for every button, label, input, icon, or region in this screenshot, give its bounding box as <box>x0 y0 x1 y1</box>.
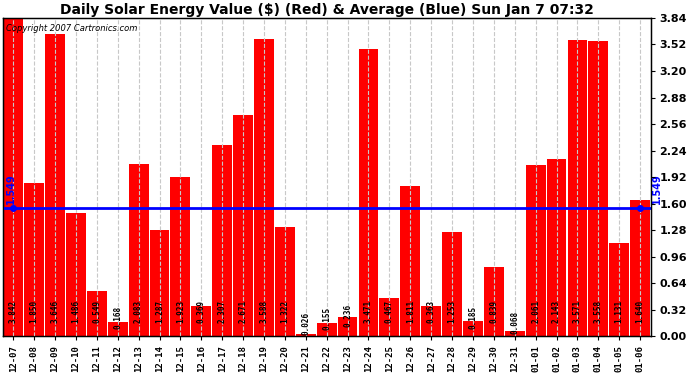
Bar <box>45 34 65 336</box>
Text: 1.287: 1.287 <box>155 300 164 323</box>
Text: 1.131: 1.131 <box>615 300 624 323</box>
Text: 1.923: 1.923 <box>176 300 185 323</box>
Text: 1.811: 1.811 <box>406 300 415 323</box>
Text: 1.640: 1.640 <box>635 300 644 323</box>
Text: 1.549: 1.549 <box>6 173 16 204</box>
Text: 1.549: 1.549 <box>651 173 662 204</box>
Bar <box>170 177 190 336</box>
Bar <box>463 321 483 336</box>
Text: 3.571: 3.571 <box>573 300 582 323</box>
Bar <box>630 200 650 336</box>
Title: Daily Solar Energy Value ($) (Red) & Average (Blue) Sun Jan 7 07:32: Daily Solar Energy Value ($) (Red) & Ave… <box>60 3 593 17</box>
Text: 0.549: 0.549 <box>92 300 101 323</box>
Text: 0.026: 0.026 <box>302 312 310 335</box>
Text: 3.471: 3.471 <box>364 300 373 323</box>
Bar <box>442 232 462 336</box>
Bar <box>526 165 546 336</box>
Text: 0.839: 0.839 <box>489 300 498 323</box>
Text: 0.068: 0.068 <box>510 310 520 333</box>
Bar <box>233 115 253 336</box>
Text: 1.322: 1.322 <box>280 300 289 323</box>
Bar <box>317 324 337 336</box>
Text: Copyright 2007 Cartronics.com: Copyright 2007 Cartronics.com <box>6 24 137 33</box>
Text: 3.646: 3.646 <box>50 300 59 323</box>
Text: 0.185: 0.185 <box>469 306 477 328</box>
Bar <box>546 159 566 336</box>
Text: 2.143: 2.143 <box>552 300 561 323</box>
Bar <box>87 291 107 336</box>
Bar <box>3 18 23 336</box>
Text: 3.842: 3.842 <box>9 300 18 323</box>
Bar <box>296 334 316 336</box>
Text: 2.671: 2.671 <box>239 300 248 323</box>
Bar <box>359 48 378 336</box>
Bar <box>128 164 148 336</box>
Text: 2.083: 2.083 <box>134 300 143 323</box>
Text: 1.850: 1.850 <box>30 300 39 323</box>
Bar <box>275 227 295 336</box>
Bar <box>505 331 524 336</box>
Text: 0.155: 0.155 <box>322 307 331 330</box>
Bar <box>254 39 274 336</box>
Bar <box>400 186 420 336</box>
Bar <box>66 213 86 336</box>
Text: 3.588: 3.588 <box>259 300 268 323</box>
Bar <box>108 322 128 336</box>
Text: 0.236: 0.236 <box>343 303 352 327</box>
Bar <box>337 317 357 336</box>
Text: 0.369: 0.369 <box>197 300 206 323</box>
Text: 0.363: 0.363 <box>426 300 435 323</box>
Bar <box>380 298 400 336</box>
Text: 2.061: 2.061 <box>531 300 540 323</box>
Bar <box>150 230 170 336</box>
Bar <box>24 183 44 336</box>
Text: 1.253: 1.253 <box>448 300 457 323</box>
Text: 3.558: 3.558 <box>594 300 603 323</box>
Bar <box>191 306 211 336</box>
Bar <box>213 145 232 336</box>
Text: 0.467: 0.467 <box>385 300 394 323</box>
Bar <box>421 306 441 336</box>
Bar <box>484 267 504 336</box>
Bar <box>609 243 629 336</box>
Text: 0.168: 0.168 <box>113 306 122 329</box>
Text: 1.486: 1.486 <box>72 300 81 323</box>
Bar <box>567 40 587 336</box>
Text: 2.307: 2.307 <box>217 300 227 323</box>
Bar <box>589 41 609 336</box>
